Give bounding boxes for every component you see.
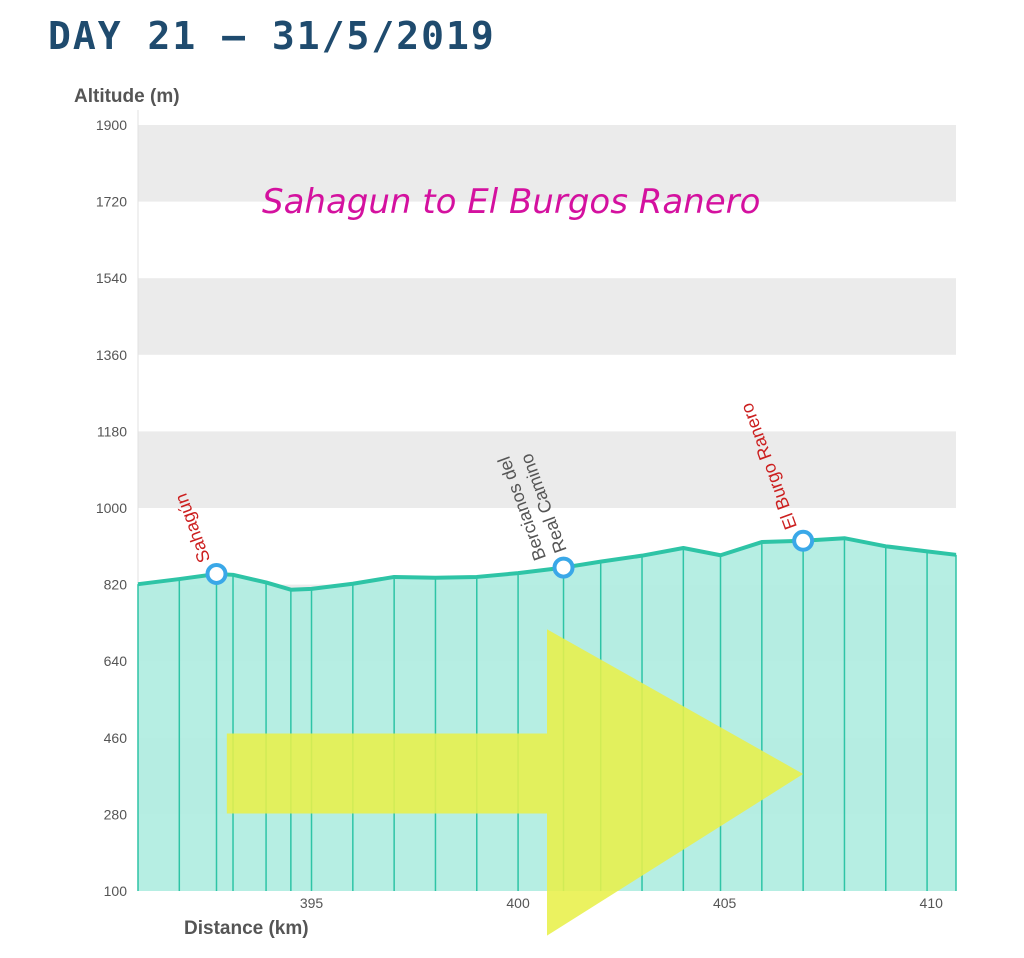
grid-band [138, 125, 956, 202]
y-tick-label: 1360 [96, 347, 127, 363]
direction-arrow [226, 629, 804, 936]
y-tick-label: 640 [104, 653, 128, 669]
y-tick-label: 280 [104, 806, 128, 822]
y-tick-label: 1900 [96, 117, 127, 133]
waypoint-marker [552, 556, 575, 579]
y-tick-label: 460 [104, 730, 128, 746]
y-tick-label: 1180 [97, 423, 127, 439]
waypoint-marker [792, 529, 815, 552]
y-tick-label: 1000 [96, 500, 127, 516]
y-tick-label: 820 [104, 577, 128, 593]
tick-layer: 1900 1720 1540 1360 1180 1000 820 640 460 280 100 3… [96, 117, 943, 911]
x-tick-label: 405 [713, 895, 737, 911]
y-tick-label: 1720 [96, 194, 127, 210]
x-tick-label: 400 [506, 895, 530, 911]
grid-band [138, 431, 956, 508]
arrow-layer [226, 629, 804, 936]
grid-band [138, 278, 956, 355]
chart-title: Sahagun to El Burgos Ranero [262, 182, 760, 222]
x-tick-label: 410 [920, 895, 944, 911]
y-axis-label: Altitude (m) [74, 86, 180, 107]
elevation-line [137, 536, 957, 592]
y-tick-label: 1540 [96, 270, 127, 286]
page-title: DAY 21 — 31/5/2019 [48, 14, 496, 58]
x-tick-label: 395 [300, 895, 324, 911]
waypoint-marker [205, 562, 228, 585]
x-axis-label: Distance (km) [184, 918, 309, 939]
y-tick-label: 100 [104, 883, 128, 899]
